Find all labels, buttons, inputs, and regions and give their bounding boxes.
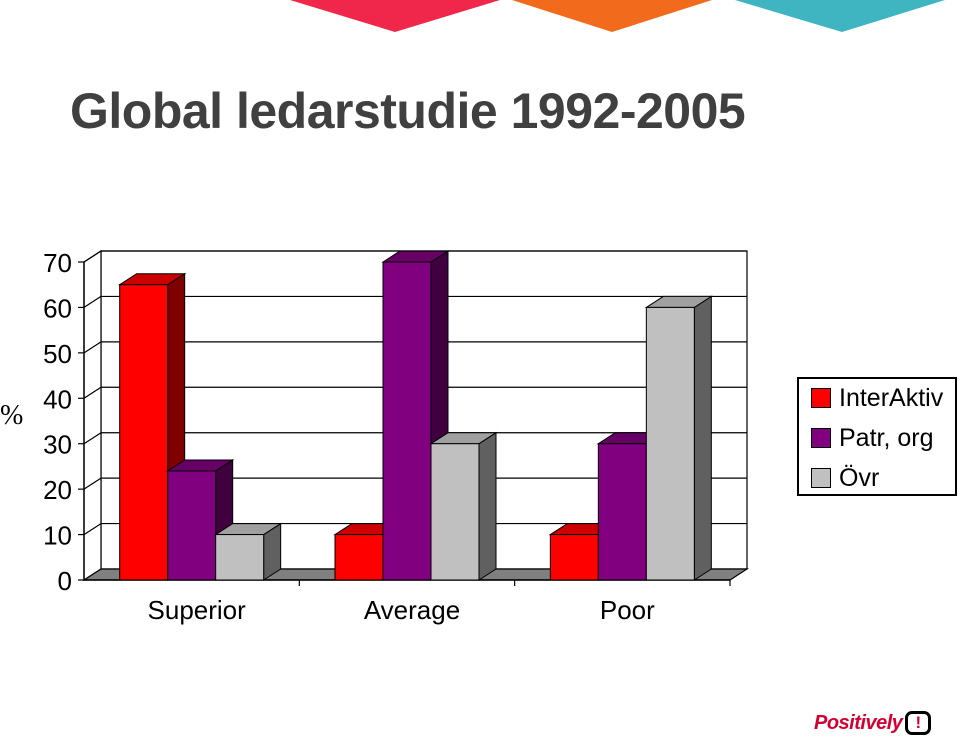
gridline-side — [83, 432, 102, 445]
bar--vr — [215, 534, 265, 581]
legend-item-patr-org: Patr, org — [811, 423, 934, 453]
gridline-side — [83, 295, 102, 308]
gridline-side — [83, 250, 102, 263]
legend-swatch-ovr — [811, 468, 831, 488]
banner-red-pennant — [290, 0, 500, 32]
bar-patr-org — [167, 470, 217, 581]
legend-item-interaktiv: InterAktiv — [811, 383, 943, 413]
bar--vr — [645, 306, 695, 581]
banner-teal-pennant — [735, 0, 945, 32]
x-tick-label: Average — [364, 595, 460, 625]
y-tick-label: 50 — [43, 339, 72, 369]
gridline-side — [83, 341, 102, 354]
y-tick-label: 40 — [43, 384, 72, 414]
gridline-side — [83, 523, 102, 536]
chart-legend: InterAktiv Patr, org Övr — [797, 377, 957, 496]
y-tick-label: 0 — [58, 566, 72, 596]
x-tick-label: Poor — [600, 595, 655, 625]
legend-item-ovr: Övr — [811, 463, 879, 493]
y-axis-label: % — [0, 400, 24, 431]
bar-patr-org — [597, 443, 647, 581]
logo-exclamation-icon: ! — [905, 711, 932, 735]
bar--vr — [430, 443, 480, 581]
y-tick-label: 30 — [43, 430, 72, 460]
legend-label-interaktiv: InterAktiv — [839, 383, 944, 412]
banner-orange-pennant — [512, 0, 712, 32]
legend-label-patr-org: Patr, org — [839, 423, 934, 452]
legend-swatch-patr-org — [811, 428, 831, 448]
chart-side-wall — [83, 249, 102, 582]
gridline-side — [83, 477, 102, 490]
legend-label-ovr: Övr — [839, 463, 880, 492]
gridline-side — [83, 386, 102, 399]
bar-interaktiv — [119, 284, 169, 581]
page-title: Global ledarstudie 1992-2005 — [70, 83, 746, 139]
decorative-banner — [290, 0, 945, 32]
y-tick-label: 10 — [43, 521, 72, 551]
logo-text: Positively — [814, 711, 903, 734]
bar-side--vr — [478, 431, 497, 581]
positively-logo: Positively ! — [814, 708, 932, 738]
bar-patr-org — [382, 261, 432, 581]
bar-interaktiv — [549, 534, 599, 581]
y-tick-label: 70 — [43, 248, 72, 278]
x-tick-label: Superior — [148, 595, 247, 625]
legend-swatch-interaktiv — [811, 388, 831, 408]
bar-interaktiv — [334, 534, 384, 581]
bar-side--vr — [693, 295, 712, 581]
y-tick-label: 20 — [43, 475, 72, 505]
y-tick-label: 60 — [43, 293, 72, 323]
